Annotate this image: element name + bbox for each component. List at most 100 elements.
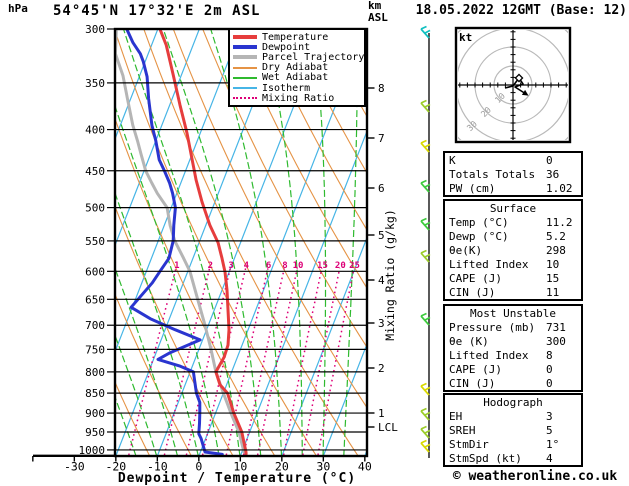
table-row: Temp (°C) 11.2 bbox=[445, 216, 581, 230]
temp-tick-label: -30 bbox=[64, 460, 85, 474]
chart-legend: Temperature Dewpoint Parcel Trajectory D… bbox=[228, 28, 366, 108]
stat-value: 298 bbox=[546, 244, 566, 257]
stat-value: 15 bbox=[546, 272, 560, 285]
stat-value: 11 bbox=[546, 286, 560, 299]
stat-label: SREH bbox=[449, 424, 476, 437]
stat-label: StmSpd (kt) bbox=[449, 452, 522, 465]
stat-value: 0 bbox=[546, 377, 553, 390]
table-row: θe(K) 298 bbox=[445, 244, 581, 258]
stat-value: 0 bbox=[546, 154, 553, 167]
table-row: StmSpd (kt) 4 bbox=[445, 452, 581, 466]
surface-table-title: Surface bbox=[489, 202, 537, 215]
mixing-ratio-labels: 1 2 3 4 6 8 10 15 20 25 bbox=[174, 261, 360, 271]
stat-label: θe(K) bbox=[449, 244, 483, 257]
svg-text:2: 2 bbox=[208, 261, 213, 271]
legend-item-dry-adiabat: Dry Adiabat bbox=[233, 62, 364, 73]
svg-text:1: 1 bbox=[174, 261, 179, 271]
legend-item-mixing-ratio: Mixing Ratio bbox=[233, 92, 364, 104]
wind-barb-icon bbox=[420, 25, 431, 39]
table-row: Lifted Index 10 bbox=[445, 258, 581, 272]
temp-tick-label: 40 bbox=[358, 460, 372, 474]
most-unstable-table-title: Most Unstable bbox=[469, 307, 557, 320]
hodograph-marker-icon bbox=[514, 73, 524, 83]
hodograph-table-title: Hodograph bbox=[483, 396, 543, 409]
lcl-label: LCL bbox=[378, 421, 398, 434]
stat-value: 8 bbox=[546, 349, 553, 362]
height-axis-unit: km ASL bbox=[368, 0, 388, 23]
table-row: StmDir 1° bbox=[445, 438, 581, 452]
stat-value: 300 bbox=[546, 335, 566, 348]
legend-item-temperature: Temperature bbox=[233, 32, 364, 43]
legend-item-dewpoint: Dewpoint bbox=[233, 41, 364, 53]
pressure-tick-label: 350 bbox=[85, 77, 105, 90]
stat-value: 1° bbox=[546, 438, 560, 451]
stat-label: StmDir bbox=[449, 438, 489, 451]
table-row: Totals Totals 36 bbox=[445, 168, 581, 182]
legend-item-wet-adiabat: Wet Adiabat bbox=[233, 72, 364, 83]
svg-text:3: 3 bbox=[228, 261, 233, 271]
temperature-line-swatch-icon bbox=[233, 35, 257, 40]
isotherm-line-swatch-icon bbox=[233, 87, 257, 90]
stat-label: Pressure (mb) bbox=[449, 321, 536, 334]
hodograph-arrowhead-icon bbox=[521, 89, 529, 96]
temp-tick-label: 10 bbox=[233, 460, 247, 474]
temp-axis-ticks bbox=[32, 456, 366, 462]
pressure-tick-label: 1000 bbox=[79, 444, 106, 457]
km-unit-label: km bbox=[368, 0, 382, 12]
pressure-tick-label: 700 bbox=[85, 319, 105, 332]
surface-table: Surface Temp (°C) 11.2 Dewp (°C) 5.2 θe(… bbox=[443, 199, 583, 301]
wind-barb-icon bbox=[420, 312, 431, 326]
table-row: CAPE (J) 15 bbox=[445, 272, 581, 286]
km-tick-label: 7 bbox=[378, 132, 385, 145]
legend-label: Dewpoint bbox=[262, 41, 311, 53]
legend-item-parcel: Parcel Trajectory bbox=[233, 52, 364, 63]
svg-text:10: 10 bbox=[293, 261, 304, 271]
dewpoint-curve bbox=[125, 30, 224, 455]
pressure-tick-label: 300 bbox=[85, 23, 105, 36]
table-row: CIN (J) 11 bbox=[445, 286, 581, 300]
pressure-tick-label: 850 bbox=[85, 387, 105, 400]
temp-tick-label: 0 bbox=[195, 460, 202, 474]
stat-label: CAPE (J) bbox=[449, 363, 502, 376]
hodograph-ring-label: 30 bbox=[465, 119, 479, 133]
km-tick-label: 1 bbox=[378, 407, 385, 420]
stat-label: CAPE (J) bbox=[449, 272, 502, 285]
hodograph-unit-label: kt bbox=[459, 31, 472, 44]
wind-barb-icon bbox=[420, 439, 431, 453]
hodograph-trace bbox=[504, 77, 527, 95]
legend-label: Isotherm bbox=[262, 82, 311, 94]
km-tick-label: 4 bbox=[378, 274, 385, 287]
asl-label: ASL bbox=[368, 10, 388, 24]
km-tick-label: 8 bbox=[378, 82, 385, 95]
stat-label: θe (K) bbox=[449, 335, 489, 348]
wind-barb-icon bbox=[420, 382, 431, 396]
wind-barb-icon bbox=[420, 407, 431, 421]
wind-barb-icon bbox=[420, 139, 431, 153]
km-tick-label: 2 bbox=[378, 362, 385, 375]
svg-text:15: 15 bbox=[317, 261, 328, 271]
stat-label: Lifted Index bbox=[449, 258, 529, 271]
table-row: CAPE (J) 0 bbox=[445, 363, 581, 377]
pressure-tick-label: 650 bbox=[85, 293, 105, 306]
pressure-tick-label: 600 bbox=[85, 265, 105, 278]
temp-tick-label: 20 bbox=[275, 460, 289, 474]
temp-tick-label: -10 bbox=[147, 460, 168, 474]
legend-item-isotherm: Isotherm bbox=[233, 82, 364, 94]
legend-label: Mixing Ratio bbox=[262, 92, 335, 104]
pressure-tick-label: 400 bbox=[85, 124, 105, 137]
table-row: Pressure (mb) 731 bbox=[445, 321, 581, 335]
wet-adiabat-line-swatch-icon bbox=[233, 76, 257, 79]
svg-text:25: 25 bbox=[349, 261, 360, 271]
stat-value: 3 bbox=[546, 410, 553, 423]
svg-text:8: 8 bbox=[282, 261, 287, 271]
stat-value: 10 bbox=[546, 258, 560, 271]
table-row: CIN (J) 0 bbox=[445, 377, 581, 391]
temp-tick-label: -20 bbox=[105, 460, 126, 474]
table-row: Dewp (°C) 5.2 bbox=[445, 230, 581, 244]
table-row: SREH 5 bbox=[445, 424, 581, 438]
stat-label: CIN (J) bbox=[449, 377, 496, 390]
hodograph-border bbox=[454, 26, 572, 144]
stat-value: 5.2 bbox=[546, 230, 566, 243]
